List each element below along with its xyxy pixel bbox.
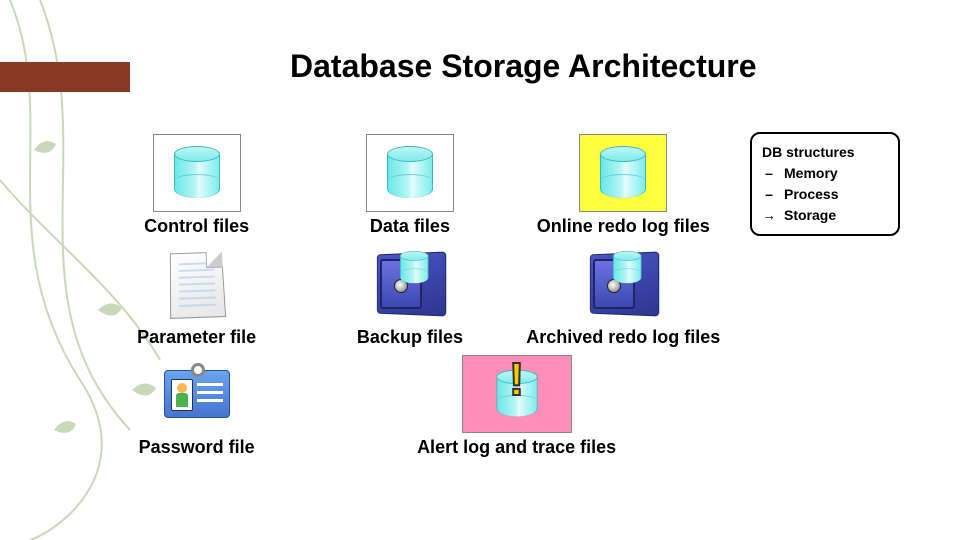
diagram-grid: Control files Data files Online redo log… [90, 130, 730, 462]
database-icon [153, 134, 241, 212]
legend-row-storage: → Storage [762, 205, 888, 226]
legend-text: Process [784, 184, 838, 205]
legend-text: Storage [784, 205, 836, 226]
accent-bar [0, 62, 130, 92]
item-backup-files: Backup files [303, 241, 516, 352]
legend-row-process: – Process [762, 184, 888, 205]
alert-icon: ! [462, 355, 572, 433]
item-online-redo: Online redo log files [517, 130, 730, 241]
legend-heading: DB structures [762, 142, 888, 163]
item-data-files: Data files [303, 130, 516, 241]
legend-mark: → [762, 205, 776, 226]
legend-box: DB structures – Memory – Process → Stora… [750, 132, 900, 236]
label-online-redo: Online redo log files [537, 216, 710, 237]
item-control-files: Control files [90, 130, 303, 241]
label-data-files: Data files [370, 216, 450, 237]
database-icon [366, 134, 454, 212]
document-icon [170, 251, 226, 318]
page-title: Database Storage Architecture [290, 48, 757, 85]
item-archived-redo: Archived redo log files [517, 241, 730, 352]
item-alert-log: ! Alert log and trace files [303, 351, 730, 462]
label-archived-redo: Archived redo log files [526, 327, 720, 348]
safe-icon [587, 253, 659, 315]
id-badge-icon [164, 370, 230, 418]
label-password-file: Password file [139, 437, 255, 458]
legend-mark: – [762, 184, 776, 205]
exclamation-icon: ! [509, 352, 524, 406]
label-backup-files: Backup files [357, 327, 463, 348]
safe-icon [374, 253, 446, 315]
item-parameter-file: Parameter file [90, 241, 303, 352]
database-icon [579, 134, 667, 212]
label-parameter-file: Parameter file [137, 327, 256, 348]
item-password-file: Password file [90, 351, 303, 462]
legend-row-memory: – Memory [762, 163, 888, 184]
label-control-files: Control files [144, 216, 249, 237]
label-alert-log: Alert log and trace files [417, 437, 616, 458]
legend-mark: – [762, 163, 776, 184]
legend-text: Memory [784, 163, 838, 184]
